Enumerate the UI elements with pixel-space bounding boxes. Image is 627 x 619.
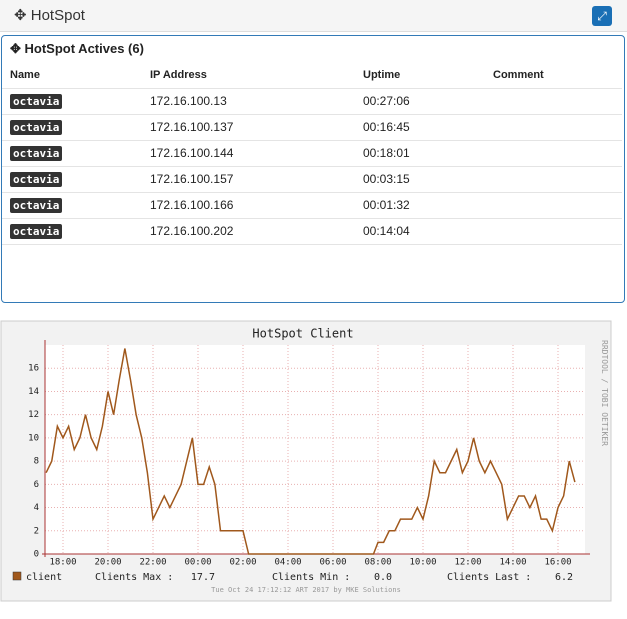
stat-label: Clients Min :: [272, 572, 350, 583]
series-line: [45, 348, 576, 555]
stat-value: 17.7: [191, 572, 215, 583]
panel: [1, 35, 625, 303]
x-tick-label: 16:00: [544, 558, 571, 568]
stat-value: 6.2: [555, 572, 573, 583]
table-cell: 00:03:15: [363, 172, 410, 186]
name-badge: octavia: [10, 146, 63, 161]
stat-label: Clients Last :: [447, 572, 531, 583]
stat-label: Clients Max :: [95, 572, 173, 583]
y-tick-label: 8: [34, 457, 39, 467]
panel-title: ✥ HotSpot Actives (6): [10, 41, 144, 56]
x-tick-label: 02:00: [229, 558, 256, 568]
x-tick-label: 20:00: [94, 558, 121, 568]
table-cell: 00:18:01: [363, 146, 410, 160]
plot-area: [45, 345, 585, 554]
table-cell: 172.16.100.157: [150, 172, 234, 186]
table-cell: 172.16.100.166: [150, 198, 234, 212]
x-tick-label: 00:00: [184, 558, 211, 568]
name-cell: octavia: [10, 94, 63, 109]
table-cell: 172.16.100.202: [150, 224, 234, 238]
x-tick-label: 22:00: [139, 558, 166, 568]
column-header: Comment: [493, 69, 544, 81]
expand-button[interactable]: ⤢: [592, 6, 612, 26]
y-tick-label: 12: [28, 410, 39, 420]
x-tick-label: 10:00: [409, 558, 436, 568]
y-tick-label: 14: [28, 387, 39, 397]
graph: HotSpot Client RRDTOOL / TOBI OETIKER Tu…: [0, 320, 612, 602]
table-cell: 00:16:45: [363, 120, 410, 134]
name-badge: octavia: [10, 94, 63, 109]
legend-label: client: [26, 572, 62, 583]
name-cell: octavia: [10, 120, 63, 135]
header-title: ✥ HotSpot: [14, 7, 85, 24]
stat-value: 0.0: [374, 572, 392, 583]
name-cell: octavia: [10, 146, 63, 161]
y-tick-label: 0: [34, 550, 39, 560]
x-tick-label: 18:00: [49, 558, 76, 568]
row-divider: [2, 166, 622, 167]
legend-swatch: [12, 571, 22, 581]
column-header: Name: [10, 69, 40, 81]
x-tick-label: 12:00: [454, 558, 481, 568]
column-header: IP Address: [150, 69, 207, 81]
name-badge: octavia: [10, 224, 63, 239]
x-tick-label: 14:00: [499, 558, 526, 568]
header-bar: [0, 0, 627, 32]
table-cell: 00:27:06: [363, 94, 410, 108]
table-cell: 172.16.100.13: [150, 94, 227, 108]
y-tick-label: 10: [28, 433, 39, 443]
panel-title-text: HotSpot Actives (6): [24, 41, 144, 56]
table-cell: 172.16.100.137: [150, 120, 234, 134]
title-text: HotSpot: [30, 7, 85, 24]
y-tick-label: 2: [34, 526, 39, 536]
row-divider: [2, 192, 622, 193]
x-tick-label: 08:00: [364, 558, 391, 568]
name-cell: octavia: [10, 172, 63, 187]
name-badge: octavia: [10, 198, 63, 213]
y-tick-label: 6: [34, 480, 39, 490]
row-divider: [2, 244, 622, 245]
table-cell: 172.16.100.144: [150, 146, 234, 160]
row-divider: [2, 218, 622, 219]
table-cell: 00:01:32: [363, 198, 410, 212]
row-divider: [2, 114, 622, 115]
graph-title: HotSpot Client: [252, 327, 353, 341]
row-divider: [2, 140, 622, 141]
x-tick-label: 06:00: [319, 558, 346, 568]
y-tick-label: 4: [34, 503, 39, 513]
x-tick-label: 04:00: [274, 558, 301, 568]
row-divider: [2, 88, 622, 89]
y-tick-label: 16: [28, 364, 39, 374]
name-cell: octavia: [10, 224, 63, 239]
name-badge: octavia: [10, 172, 63, 187]
column-header: Uptime: [363, 69, 401, 81]
name-cell: octavia: [10, 198, 63, 213]
side-label: RRDTOOL / TOBI OETIKER: [600, 340, 609, 446]
name-badge: octavia: [10, 120, 63, 135]
graph-footer: Tue Oct 24 17:12:12 ART 2017 by MKE Solu…: [211, 586, 401, 594]
table-cell: 00:14:04: [363, 224, 410, 238]
